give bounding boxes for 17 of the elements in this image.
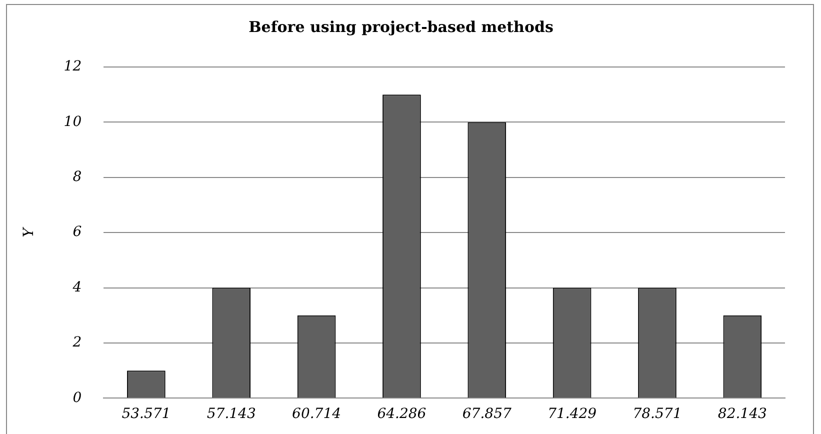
y-tick-label: 4 <box>72 279 82 296</box>
x-tick-label: 57.143 <box>206 406 256 422</box>
x-tick-label: 71.429 <box>548 406 597 422</box>
y-axis-title: Y <box>21 226 38 238</box>
y-tick-label: 2 <box>72 334 82 351</box>
y-tick-label: 8 <box>72 169 82 186</box>
x-tick-label: 53.571 <box>122 406 171 422</box>
y-tick-label: 12 <box>64 58 82 75</box>
x-tick-label: 82.143 <box>718 406 767 422</box>
y-tick-label: 10 <box>64 114 82 130</box>
chart-title: Before using project-based methods <box>248 18 554 36</box>
y-tick-label: 0 <box>72 390 82 406</box>
x-tick-label: 78.571 <box>632 406 682 422</box>
y-tick-label: 6 <box>72 224 82 240</box>
x-tick-label: 60.714 <box>292 406 342 422</box>
x-tick-label: 67.857 <box>462 406 512 422</box>
x-tick-label: 64.286 <box>377 406 426 422</box>
